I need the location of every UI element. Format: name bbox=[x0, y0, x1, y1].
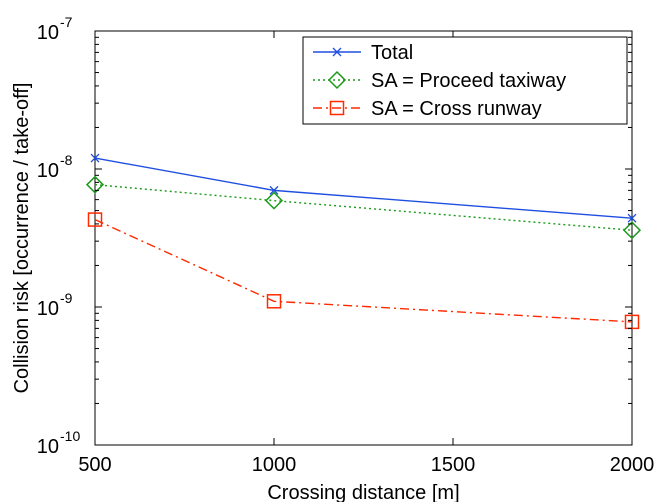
data-point-stroke bbox=[269, 185, 279, 195]
x-tick-label: 1500 bbox=[431, 454, 476, 476]
data-point bbox=[264, 191, 284, 210]
legend-entry: Total bbox=[313, 42, 413, 64]
data-point bbox=[87, 212, 103, 227]
y-tick-label: 10 bbox=[37, 160, 59, 182]
legend: Total SA = Proceed taxiway SA = Cross runw… bbox=[302, 36, 628, 125]
legend-marker bbox=[329, 100, 345, 116]
y-tick-label: 10 bbox=[37, 298, 59, 320]
y-axis-title: Collision risk [occurrence / take-off] bbox=[11, 83, 33, 394]
y-tick-exponent: -10 bbox=[60, 428, 80, 444]
data-point bbox=[627, 213, 637, 223]
data-point bbox=[269, 185, 279, 195]
y-tick-exponent: -8 bbox=[60, 152, 73, 168]
x-tick-label: 2000 bbox=[610, 454, 655, 476]
y-tick-exponent: -7 bbox=[60, 14, 73, 30]
x-axis-title: Crossing distance [m] bbox=[267, 482, 459, 502]
data-point bbox=[622, 221, 642, 240]
legend-label: SA = Cross runway bbox=[371, 98, 542, 120]
legend-entry: SA = Proceed taxiway bbox=[313, 70, 566, 92]
legend-label: Total bbox=[371, 42, 413, 64]
legend-label: SA = Proceed taxiway bbox=[371, 70, 566, 92]
y-tick-label: 10 bbox=[37, 436, 59, 458]
x-tick-label: 500 bbox=[78, 454, 111, 476]
legend-marker bbox=[332, 47, 342, 57]
y-tick-exponent: -9 bbox=[60, 290, 73, 306]
data-point bbox=[266, 294, 282, 309]
data-point bbox=[85, 175, 105, 194]
legend-marker bbox=[327, 70, 347, 90]
series-layer bbox=[85, 153, 642, 330]
data-point-stroke bbox=[90, 153, 100, 163]
legend-marker-stroke bbox=[332, 47, 342, 57]
data-point bbox=[90, 153, 100, 163]
series-1 bbox=[90, 153, 637, 223]
legend-entry: SA = Cross runway bbox=[313, 98, 542, 120]
y-tick-label: 10 bbox=[37, 22, 59, 44]
x-tick-label: 1000 bbox=[252, 454, 297, 476]
series-line bbox=[94, 218, 633, 323]
series-2 bbox=[85, 175, 642, 240]
data-point-stroke bbox=[627, 213, 637, 223]
